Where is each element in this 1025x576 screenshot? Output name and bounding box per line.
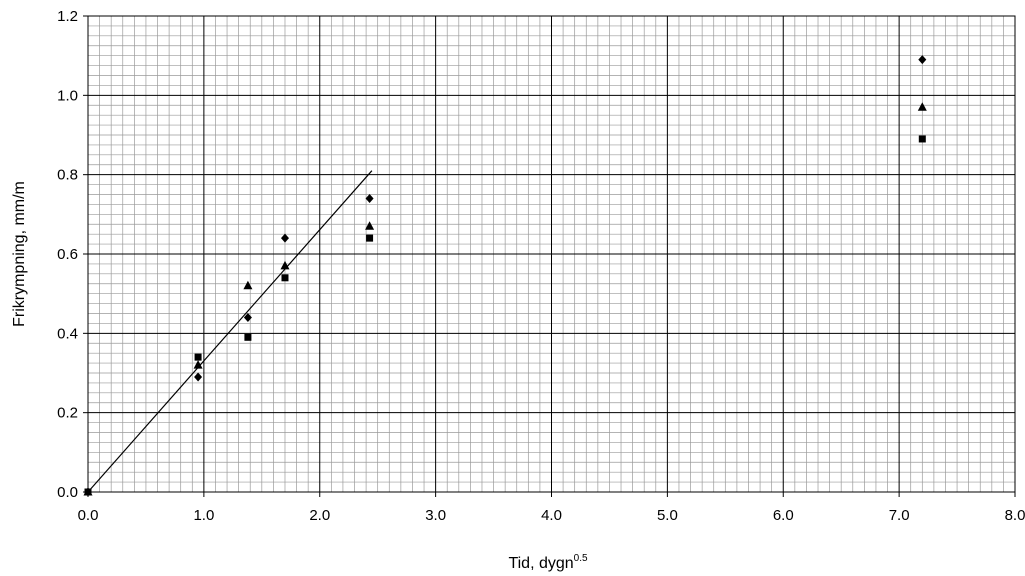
triangle-marker — [193, 360, 203, 369]
x-tick-label: 2.0 — [309, 507, 330, 524]
x-tick-label: 6.0 — [773, 507, 794, 524]
diamond-marker — [280, 233, 289, 243]
x-tick-label: 0.0 — [78, 507, 99, 524]
y-tick-label: 1.0 — [57, 87, 78, 104]
x-tick-label: 8.0 — [1005, 507, 1025, 524]
x-tick-label: 5.0 — [657, 507, 678, 524]
y-tick-label: 0.8 — [57, 167, 78, 184]
square-marker — [194, 353, 202, 361]
data-points-layer — [83, 55, 927, 497]
diamond-marker — [194, 372, 203, 382]
x-axis-title-text: Tid, dygn — [508, 555, 573, 572]
x-tick-label: 4.0 — [541, 507, 562, 524]
y-tick-label: 0.0 — [57, 484, 78, 501]
triangle-marker — [917, 102, 927, 111]
square-marker — [84, 488, 92, 496]
x-tick-label: 7.0 — [889, 507, 910, 524]
triangle-marker — [365, 221, 375, 230]
trendline-layer — [87, 170, 373, 493]
x-tick-label: 1.0 — [193, 507, 214, 524]
y-tick-label: 1.2 — [57, 8, 78, 25]
diamond-marker — [365, 193, 374, 203]
trendline — [87, 170, 373, 493]
triangle-marker — [243, 280, 253, 290]
x-axis-ticks: 0.0 1.0 2.0 3.0 4.0 5.0 6.0 7.0 8.0 — [78, 492, 1025, 524]
major-grid — [88, 16, 1015, 492]
y-axis-ticks: 0.0 0.2 0.4 0.6 0.8 1.0 1.2 — [57, 8, 88, 501]
triangle-marker — [280, 260, 290, 270]
square-marker — [918, 135, 926, 143]
y-tick-label: 0.4 — [57, 325, 78, 342]
y-axis-title: Frikrympning, mm/m — [11, 181, 28, 327]
x-tick-label: 3.0 — [425, 507, 446, 524]
square-marker — [366, 234, 374, 242]
x-axis-title: Tid, dygn0.5 — [508, 553, 588, 572]
square-marker — [244, 333, 252, 341]
y-tick-label: 0.2 — [57, 405, 78, 422]
square-marker — [281, 274, 289, 282]
diamond-marker — [918, 55, 927, 65]
diamond-marker — [243, 312, 252, 322]
x-axis-title-superscript: 0.5 — [574, 553, 588, 564]
y-tick-label: 0.6 — [57, 246, 78, 263]
